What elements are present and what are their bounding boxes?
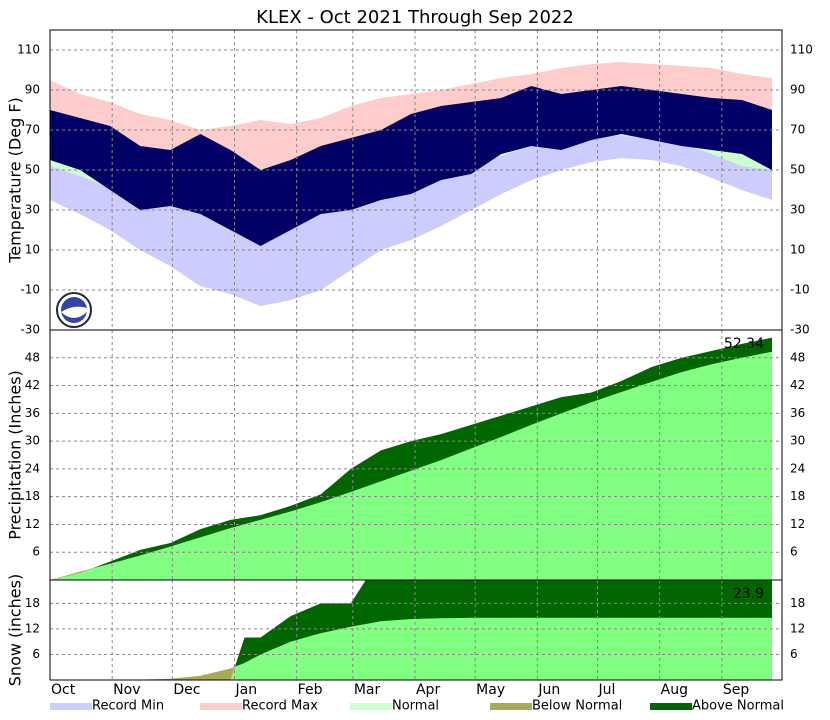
y-tick-label: 50	[790, 163, 805, 177]
observed-area	[50, 86, 772, 246]
chart-title: KLEX - Oct 2021 Through Sep 2022	[256, 7, 574, 28]
y-tick-label: 6	[790, 545, 798, 559]
y-tick-label: 42	[25, 378, 40, 392]
x-tick-label: Sep	[723, 682, 750, 698]
y-tick-label: 12	[790, 517, 805, 531]
y-tick-label: -30	[20, 323, 40, 337]
record-min-area	[50, 136, 772, 306]
legend-label: Record Min	[92, 699, 164, 714]
y-tick-label: 48	[790, 350, 805, 364]
y-tick-label: 36	[25, 406, 40, 420]
x-tick-label: Apr	[416, 682, 440, 698]
legend-label: Record Max	[242, 699, 318, 714]
y-tick-label: 30	[790, 203, 805, 217]
y-axis-label: Precipitation (Inches)	[6, 370, 25, 540]
y-tick-label: 6	[32, 647, 40, 661]
x-tick-label: Dec	[173, 682, 200, 698]
x-tick-label: Nov	[113, 682, 140, 698]
y-tick-label: 12	[25, 621, 40, 635]
y-tick-label: 6	[32, 545, 40, 559]
y-tick-label: 42	[790, 378, 805, 392]
y-tick-label: 18	[25, 489, 40, 503]
y-tick-label: -10	[790, 283, 810, 297]
y-tick-label: 90	[790, 83, 805, 97]
x-tick-label: Jan	[235, 682, 258, 698]
y-tick-label: 30	[790, 434, 805, 448]
annotation: 23.9	[733, 586, 764, 602]
y-tick-label: 70	[790, 123, 805, 137]
y-tick-label: 12	[790, 621, 805, 635]
y-tick-label: 70	[25, 123, 40, 137]
legend-swatch	[200, 703, 242, 710]
x-tick-label: Mar	[354, 682, 381, 698]
x-tick-label: Aug	[661, 682, 688, 698]
y-tick-label: 36	[790, 406, 805, 420]
annotation: 52.34	[724, 336, 764, 352]
y-tick-label: 90	[25, 83, 40, 97]
legend-label: Normal	[392, 699, 439, 714]
panel	[50, 62, 772, 306]
y-tick-label: 6	[790, 647, 798, 661]
y-tick-label: 24	[790, 461, 805, 475]
y-tick-label: 10	[25, 243, 40, 257]
x-tick-label: May	[476, 682, 505, 698]
y-axis-label: Temperature (Deg F)	[6, 97, 25, 264]
y-tick-label: 30	[25, 434, 40, 448]
y-tick-label: 18	[790, 596, 805, 610]
y-tick-label: 10	[790, 243, 805, 257]
logo-bird	[61, 306, 87, 318]
x-tick-label: Feb	[298, 682, 323, 698]
y-tick-label: 48	[25, 350, 40, 364]
panel-border	[49, 579, 783, 681]
y-tick-label: 24	[25, 461, 40, 475]
legend-label: Above Normal	[692, 699, 784, 714]
y-tick-label: 18	[25, 596, 40, 610]
panel	[50, 337, 772, 580]
y-tick-label: 12	[25, 517, 40, 531]
legend-swatch	[650, 703, 692, 710]
x-tick-label: Oct	[51, 682, 76, 698]
y-tick-label: 50	[25, 163, 40, 177]
legend-swatch	[490, 703, 532, 710]
legend-label: Below Normal	[532, 699, 622, 714]
y-tick-label: 110	[17, 43, 40, 57]
legend-swatch	[350, 703, 392, 710]
legend-swatch	[50, 703, 92, 710]
y-axis-label: Snow (inches)	[6, 574, 25, 686]
y-tick-label: -30	[790, 323, 810, 337]
y-tick-label: 18	[790, 489, 805, 503]
x-tick-label: Jun	[537, 682, 560, 698]
x-tick-label: Jul	[597, 682, 615, 698]
y-tick-label: 30	[25, 203, 40, 217]
y-tick-label: 110	[790, 43, 813, 57]
noaa-logo	[56, 292, 92, 328]
y-tick-label: -10	[20, 283, 40, 297]
